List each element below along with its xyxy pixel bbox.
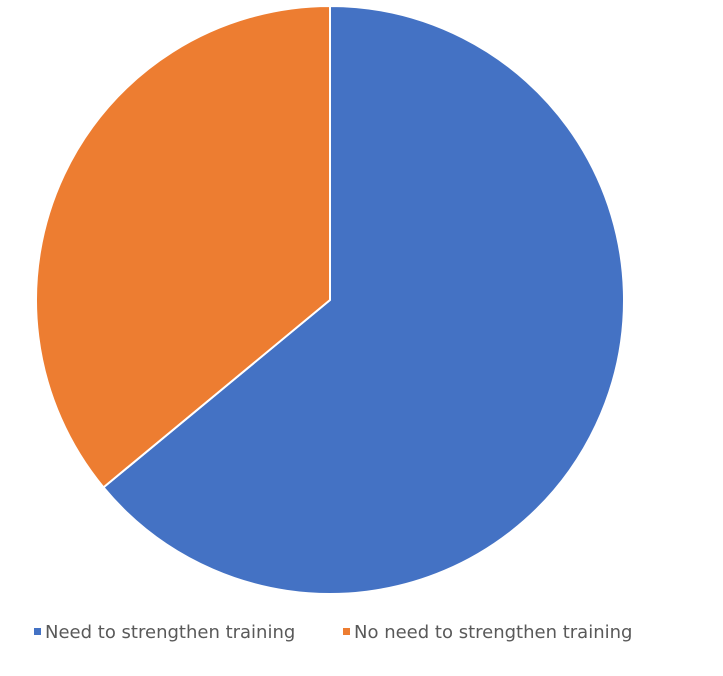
pie-slice-2: [35, 5, 331, 489]
legend-label-2: No need to strengthen training: [354, 622, 632, 643]
pie-slice-1: [102, 5, 625, 595]
pie-slices: [35, 5, 625, 595]
legend-swatch-2: [343, 628, 350, 635]
chart-legend: Need to strengthen training No need to st…: [34, 622, 632, 643]
legend-label-1: Need to strengthen training: [45, 622, 295, 643]
legend-swatch-1: [34, 628, 41, 635]
